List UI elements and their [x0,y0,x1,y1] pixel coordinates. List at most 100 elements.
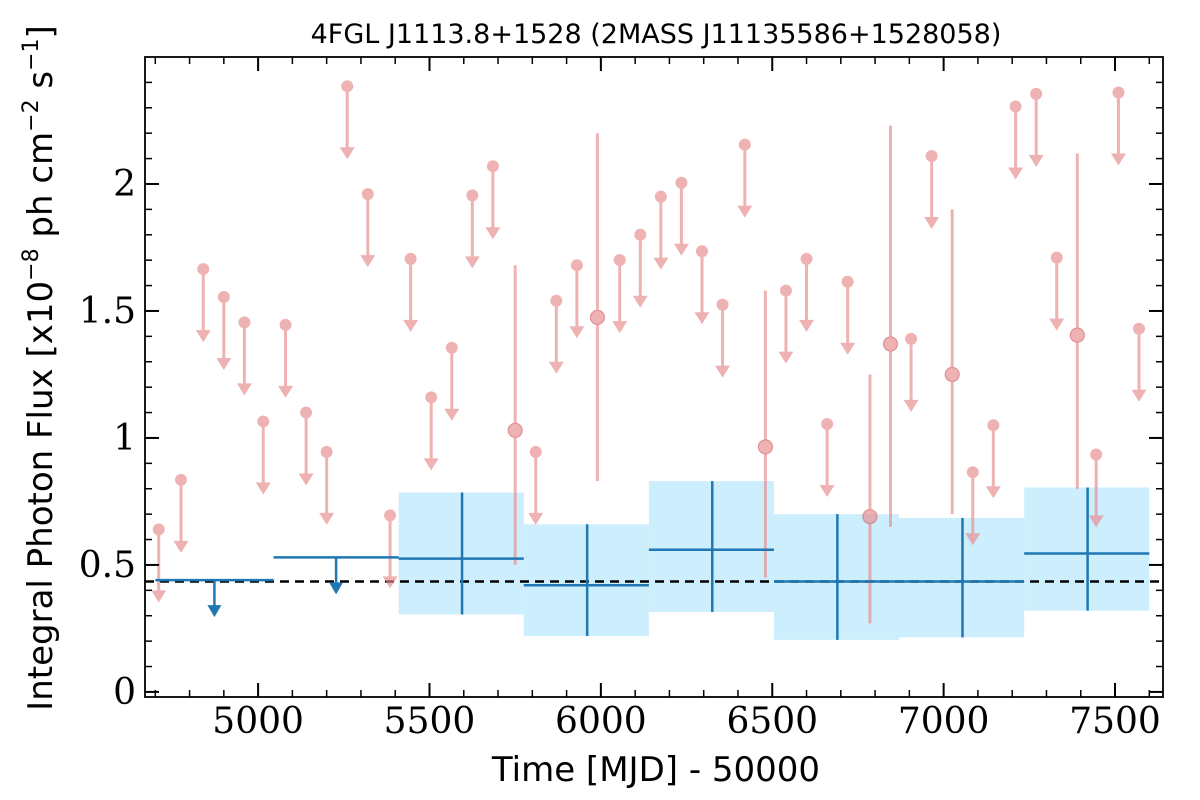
short-bin-upper-limit [715,298,731,378]
short-bin-upper-limit [464,189,480,269]
upper-limit-point [654,190,667,203]
upper-limit-arrow-head [1008,167,1024,180]
upper-limit-point [1050,251,1063,264]
detection-point [862,509,878,525]
upper-limit-point [800,252,813,265]
short-bin-upper-limit [903,332,919,412]
upper-limit-arrow-head [819,484,835,497]
y-tick-label: 1 [113,418,136,459]
upper-limit-arrow-head [403,319,419,332]
upper-limit-arrow-head [382,576,398,589]
long-bin-upper-limit [273,556,399,595]
upper-limit-arrow-head [319,512,335,525]
short-bin-upper-limit [694,245,710,325]
upper-limit-arrow-head [360,255,376,268]
y-tick-label: 0 [113,672,136,713]
short-bin-upper-limit [195,263,211,343]
detection-point [1069,327,1085,343]
short-bin-detection [882,125,899,527]
y-tick-label: 2 [113,164,136,205]
upper-limit-point [238,316,251,329]
short-bin-upper-limit [985,419,1001,499]
upper-limit-arrow-head [255,482,271,495]
upper-limit-arrow-head [694,312,710,325]
upper-limit-point [821,417,834,430]
short-bin-upper-limit [1049,251,1065,331]
upper-limit-point [341,80,354,93]
upper-limit-point [257,415,270,428]
short-bin-detection [757,290,773,578]
short-bin-upper-limit [255,415,271,495]
upper-limit-point [1009,100,1022,113]
upper-limit-point [384,509,397,522]
short-bin-upper-limit [819,417,835,497]
upper-limit-arrow-head [1028,154,1044,167]
upper-limit-arrow-head [612,321,628,334]
upper-limit-point [738,138,751,151]
upper-limit-arrow-head [965,533,981,546]
upper-limit-point [152,523,165,536]
y-axis-label-end: ] [21,25,61,38]
short-bin-upper-limit [799,252,815,332]
upper-limit-arrow-head [799,319,815,332]
upper-limit-point [634,228,647,241]
chart-title: 4FGL J1113.8+1528 (2MASS J11135586+15280… [311,19,1002,50]
y-axis-label-exp1: −8 [19,248,44,280]
upper-limit-point [425,391,438,404]
short-bin-upper-limit [548,294,564,374]
upper-limit-point [675,176,688,189]
upper-limit-point [779,284,792,297]
x-tick-label: 5000 [212,701,304,742]
upper-limit-point [320,445,333,458]
upper-limit-point [1090,448,1103,461]
upper-limit-point [361,188,374,201]
upper-limit-point [570,259,583,272]
short-bin-detection [589,133,606,482]
short-bin-upper-limit [298,406,314,486]
upper-limit-point [1133,322,1146,335]
short-bin-upper-limit [278,318,294,398]
upper-limit-arrow-head [423,458,439,471]
upper-limit-point [695,245,708,258]
x-tick-label: 6500 [726,701,818,742]
upper-limit-point [966,466,979,479]
short-bin-upper-limit [673,176,689,256]
upper-limit-point [1030,87,1043,100]
upper-limit-arrow-head [569,326,585,339]
short-bin-upper-limit [173,473,189,553]
long-bin-detection [398,492,524,615]
upper-limit-point [217,291,230,303]
axes: 5000 5500 6000 6500 7000 7500 0 0.5 1 1.5 2 [79,56,1164,742]
short-bin-detection [507,265,523,565]
short-bin-upper-limit [360,188,376,268]
short-bin-upper-limit [1131,322,1147,402]
upper-limit-arrow-head [737,205,753,218]
x-tick-label: 7500 [1069,701,1161,742]
short-bin-upper-limit [151,523,167,603]
long-bin-arrow-head [329,582,344,595]
upper-limit-point [466,189,479,202]
upper-limit-arrow-head [528,512,544,525]
upper-limit-point [279,318,292,331]
upper-limit-arrow-head [236,383,252,396]
detection-point [757,439,773,455]
upper-limit-arrow-head [444,408,460,421]
detection-point [944,366,960,383]
y-tick-label: 0.5 [79,545,136,586]
upper-limit-point [174,473,187,486]
short-bin-upper-limit [778,284,794,364]
short-bin-detection [1069,153,1085,489]
short-bin-upper-limit [653,190,669,270]
upper-limit-point [197,263,210,276]
upper-limit-point [716,298,729,311]
upper-limit-point [529,445,542,458]
short-bin-upper-limit [1028,87,1044,167]
short-bin-upper-limit [423,391,439,471]
short-bin-upper-limit [1008,100,1024,180]
x-tick-label: 5500 [384,701,476,742]
upper-limit-arrow-head [216,358,232,370]
upper-limit-arrow-head [298,473,314,486]
long-bin-arrow-head [207,605,222,618]
short-bin-upper-limit [236,316,252,396]
